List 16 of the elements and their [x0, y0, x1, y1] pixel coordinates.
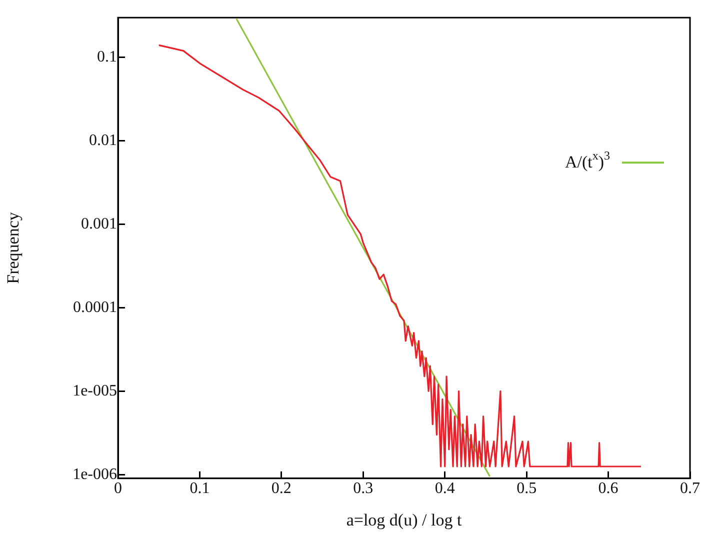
x-tick-label: 0.2: [271, 480, 292, 498]
y-tick-label: 0.1: [97, 48, 117, 66]
x-tick-label: 0: [114, 480, 122, 498]
y-tick-label: 1e-005: [72, 382, 117, 400]
x-tick-label: 0.7: [680, 480, 700, 498]
y-tick-label: 0.001: [81, 215, 117, 232]
x-tick-label: 0.3: [353, 480, 374, 498]
y-tick-label: 0.0001: [73, 298, 117, 316]
y-axis-title: Frequency: [4, 212, 23, 284]
x-tick-label: 0.6: [598, 480, 618, 498]
y-tick-label: 0.01: [89, 132, 117, 150]
x-axis-title: a=log d(u) / log t: [346, 510, 462, 530]
x-tick-label: 0.1: [190, 480, 210, 498]
y-tick-label: 1e-006: [72, 466, 117, 483]
x-tick-label: 0.4: [434, 480, 455, 498]
x-tick-label: 0.5: [516, 480, 537, 498]
